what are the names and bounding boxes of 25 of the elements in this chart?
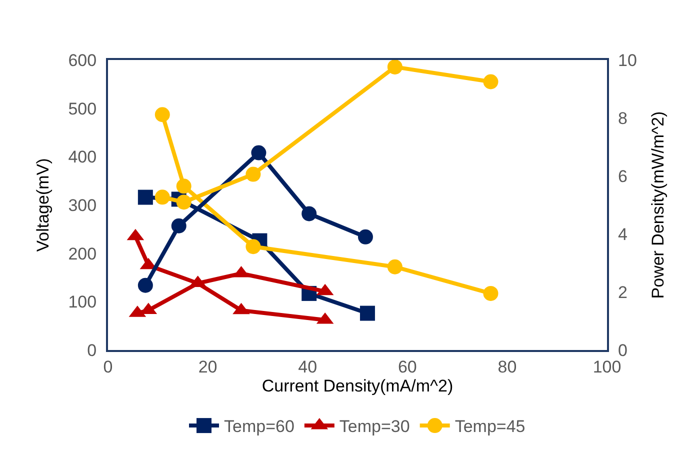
y2-axis-title: Power Density(mW/m^2): [648, 111, 668, 299]
x-tick-label: 0: [103, 357, 113, 376]
y-tick-label: 600: [68, 50, 97, 70]
y-tick-label: 0: [87, 340, 97, 360]
x-axis-title: Current Density(mA/m^2): [262, 376, 454, 396]
legend-label: Temp=30: [339, 417, 410, 436]
x-tick-label: 100: [592, 357, 622, 376]
legend-label: Temp=60: [224, 417, 294, 436]
y2-tick-label: 8: [618, 108, 628, 128]
y-tick-label: 300: [68, 196, 97, 215]
y2-tick-label: 0: [618, 340, 628, 360]
y2-tick-label: 2: [618, 282, 628, 302]
y2-tick-label: 4: [618, 224, 628, 244]
x-tick-label: 80: [498, 357, 517, 376]
legend-label: Temp=45: [454, 417, 526, 436]
y-tick-label: 500: [68, 99, 97, 118]
x-tick-label: 40: [298, 357, 318, 376]
y2-tick-label: 10: [618, 50, 637, 70]
x-tick-label: 60: [398, 357, 417, 376]
y-tick-label: 100: [68, 292, 97, 312]
x-tick-label: 20: [198, 357, 218, 376]
y-axis-title: Voltage(mV): [33, 158, 52, 252]
y2-tick-label: 6: [618, 166, 628, 186]
y-tick-label: 400: [68, 148, 97, 167]
y-tick-label: 200: [68, 244, 97, 264]
